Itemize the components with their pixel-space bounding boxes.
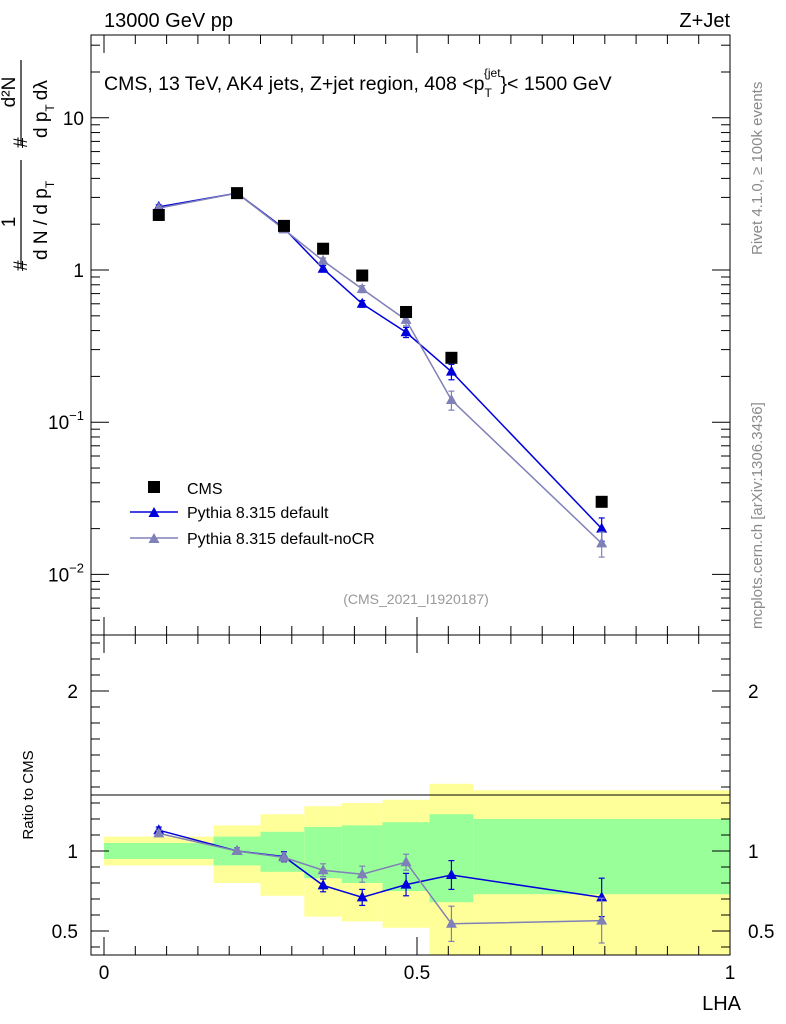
title-superscript: {jet [484, 66, 501, 80]
ratio-bands [104, 783, 730, 955]
ratio-default-marker [400, 878, 412, 889]
ratio-ticks: 0.5 0.5 1 1 2 2 0 0.5 1 [52, 635, 774, 984]
rivet-version-label: Rivet 4.1.0, ≥ 100k events [749, 82, 766, 255]
main-y-tick-label: 10−2 [48, 560, 84, 586]
ratio-y-axis-label: Ratio to CMS [20, 750, 37, 839]
ylabel-denominator-1: d N / d pT [31, 180, 57, 260]
ratio-band-inner-bin [104, 843, 214, 859]
nocr-marker [596, 537, 608, 548]
cms-data-marker [356, 269, 369, 282]
ylabel-denominator-2: d pTdλ [31, 80, 57, 138]
nocr-series-line [158, 192, 603, 544]
ratio-nocr-marker [278, 851, 290, 862]
legend-cms-marker [148, 481, 160, 493]
tick-base: 10 [48, 565, 69, 586]
analysis-watermark: (CMS_2021_I1920187) [343, 591, 489, 607]
cms-data-marker [445, 351, 458, 364]
default-marker [596, 522, 608, 533]
ratio-y-tick-label-right: 0.5 [748, 922, 774, 943]
main-y-axis-label: # 1 d N / d pT # d²N d pTdλ [0, 60, 57, 271]
legend-cms-label: CMS [187, 481, 223, 498]
ratio-y-tick-label-right: 2 [748, 682, 759, 703]
ratio-nocr-marker [596, 914, 608, 925]
tick-base: 10 [63, 109, 84, 130]
cms-data-marker [231, 187, 244, 200]
ratio-nocr-marker [153, 827, 165, 838]
ratio-nocr-line [158, 832, 602, 925]
default-marker [400, 326, 412, 337]
plot-title: CMS, 13 TeV, AK4 jets, Z+jet region, 408… [104, 66, 612, 100]
legend-default-label: Pythia 8.315 default [187, 505, 329, 522]
default-marker [445, 365, 457, 376]
tick-base: 1 [73, 261, 84, 282]
x-tick-label: 1 [725, 963, 736, 984]
ratio-nocr-marker [317, 864, 329, 875]
cms-data-marker [400, 305, 413, 318]
main-y-tick-label: 10−1 [48, 408, 84, 434]
ratio-y-tick-label: 0.5 [52, 922, 78, 943]
cms-data-marker [317, 242, 330, 255]
cms-data-marker [277, 219, 290, 232]
ratio-panel: 0.5 0.5 1 1 2 2 0 0.5 1 [52, 634, 774, 984]
cms-data-marker [152, 208, 165, 221]
nocr-marker [400, 313, 412, 324]
ratio-default-marker [445, 869, 457, 879]
cms-data-marker [595, 495, 608, 508]
ratio-nocr-marker [231, 845, 243, 855]
nocr-marker [445, 393, 457, 404]
title-text-post: }< 1500 GeV [501, 73, 612, 95]
ylabel-denominator-1-text: d N / d p [31, 188, 52, 260]
ylabel-denominator-2-text: d p [31, 112, 52, 138]
ylabel-denominator-1-sub: T [43, 180, 57, 188]
main-marks [152, 187, 608, 558]
mcplots-reference-label: mcplots.cern.ch [arXiv:1306.3436] [749, 402, 766, 629]
ratio-default-marker [356, 891, 368, 902]
tick-base: 10 [48, 413, 69, 434]
main-y-tick-label: 1 [73, 261, 84, 282]
header-right: Z+Jet [679, 10, 730, 32]
header-left: 13000 GeV pp [104, 10, 233, 32]
ratio-y-tick-label-right: 1 [748, 842, 759, 863]
x-axis-label: LHA [702, 993, 742, 1015]
x-tick-label: 0 [99, 963, 110, 984]
legend-nocr-label: Pythia 8.315 default-noCR [187, 531, 375, 548]
ylabel-numerator-2: d²N [0, 77, 20, 108]
ratio-default-marker [596, 891, 608, 902]
x-tick-label: 0.5 [404, 963, 430, 984]
ratio-nocr-marker [400, 856, 412, 867]
ratio-y-tick-label: 1 [67, 842, 78, 863]
legend-default-marker [148, 507, 160, 517]
nocr-marker [356, 283, 368, 294]
ratio-y-tick-label: 2 [67, 682, 78, 703]
default-series-line [158, 192, 603, 530]
ratio-default-marker [317, 879, 329, 890]
ratio-nocr-marker [356, 868, 368, 879]
main-y-tick-label: 10 [63, 109, 84, 130]
title-subscript: T [485, 86, 493, 100]
ylabel-lambda: dλ [31, 80, 52, 101]
nocr-marker [317, 254, 329, 265]
tick-exponent: −1 [69, 408, 84, 423]
ylabel-denominator-2-sub: T [43, 104, 57, 112]
ylabel-numerator-1: 1 [0, 217, 20, 228]
default-marker [356, 297, 368, 308]
ratio-nocr-marker [445, 917, 457, 928]
legend-nocr-marker [148, 533, 160, 543]
default-marker [317, 262, 329, 273]
title-text-pre: CMS, 13 TeV, AK4 jets, Z+jet region, 408… [104, 73, 485, 95]
legend: CMS Pythia 8.315 default Pythia 8.315 de… [130, 481, 375, 548]
tick-exponent: −2 [69, 560, 84, 575]
ratio-frame [90, 634, 731, 956]
ratio-marks [153, 824, 608, 944]
